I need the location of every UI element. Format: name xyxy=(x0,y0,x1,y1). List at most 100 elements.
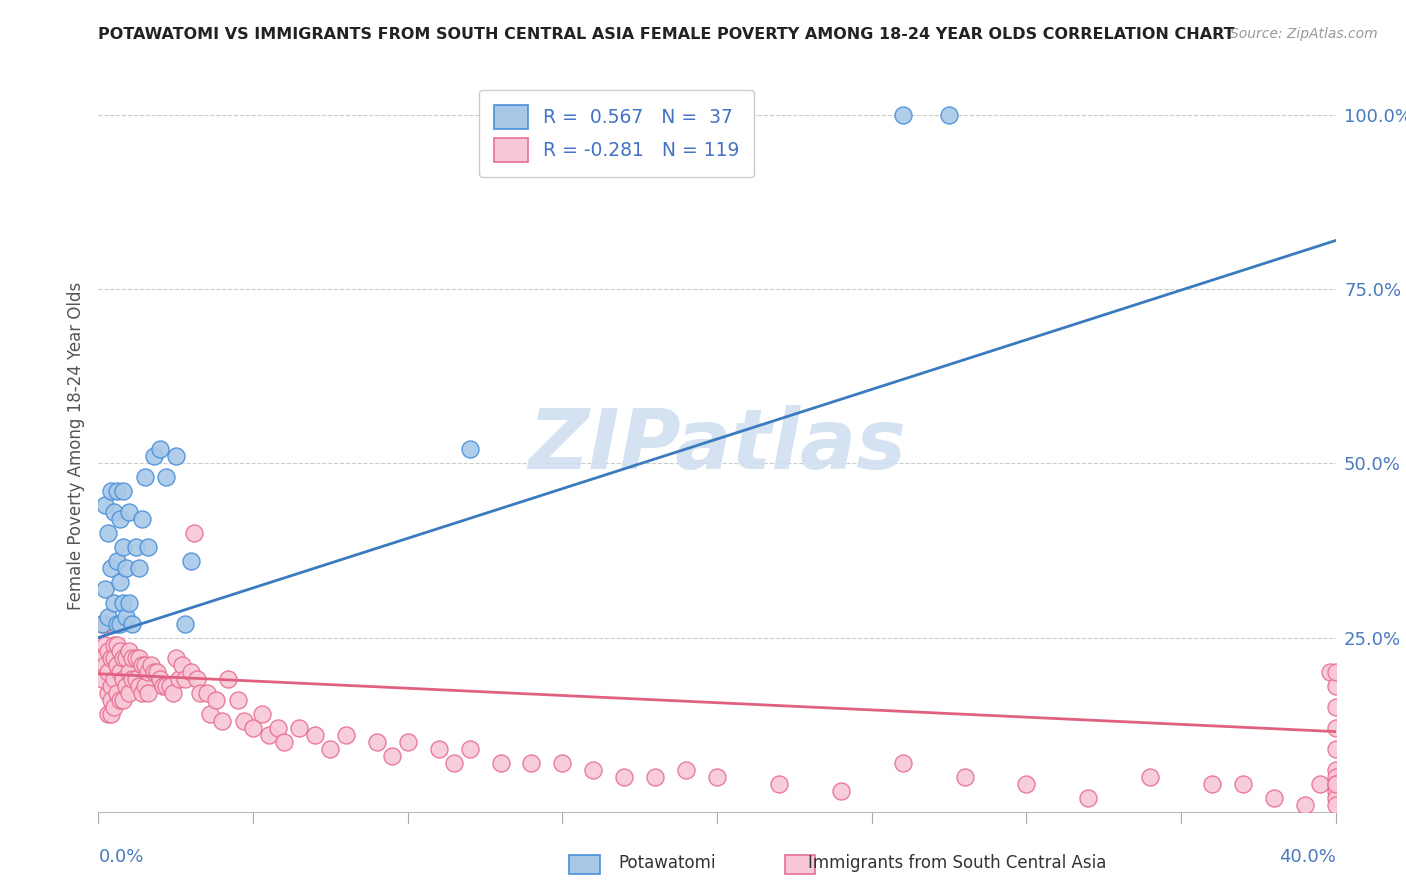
Point xyxy=(288,721,311,735)
Point xyxy=(582,763,605,777)
Point xyxy=(108,693,131,707)
Point xyxy=(112,540,135,554)
Text: Potawatomi: Potawatomi xyxy=(619,855,716,872)
Point xyxy=(118,665,141,680)
Point xyxy=(103,651,125,665)
Point xyxy=(211,714,233,728)
Point xyxy=(381,749,404,764)
Point xyxy=(335,728,357,742)
Point xyxy=(131,686,153,700)
Point xyxy=(103,505,125,519)
Point xyxy=(165,450,187,464)
Point xyxy=(118,644,141,658)
Point xyxy=(90,651,112,665)
Point xyxy=(128,651,150,665)
Point xyxy=(706,770,728,784)
Point xyxy=(93,498,115,512)
Text: POTAWATOMI VS IMMIGRANTS FROM SOUTH CENTRAL ASIA FEMALE POVERTY AMONG 18-24 YEAR: POTAWATOMI VS IMMIGRANTS FROM SOUTH CENT… xyxy=(98,27,1234,42)
Point xyxy=(1324,797,1347,812)
Legend: R =  0.567   N =  37, R = -0.281   N = 119: R = 0.567 N = 37, R = -0.281 N = 119 xyxy=(479,90,754,178)
Point xyxy=(103,596,125,610)
Point xyxy=(891,108,914,122)
Point xyxy=(100,707,122,722)
Point xyxy=(205,693,228,707)
Point xyxy=(155,679,177,693)
Point xyxy=(131,658,153,673)
Point xyxy=(112,596,135,610)
Point xyxy=(159,679,181,693)
Point xyxy=(1324,700,1347,714)
Point xyxy=(232,714,254,728)
Point xyxy=(267,721,290,735)
Point xyxy=(1232,777,1254,791)
Point xyxy=(183,526,205,541)
Point xyxy=(1324,763,1347,777)
Point xyxy=(186,673,208,687)
Point xyxy=(131,512,153,526)
Point xyxy=(174,616,197,631)
Point xyxy=(90,616,112,631)
Point xyxy=(675,763,697,777)
Point xyxy=(124,651,146,665)
Point xyxy=(128,561,150,575)
Point xyxy=(252,707,274,722)
Point xyxy=(136,540,159,554)
Point xyxy=(136,686,159,700)
Point xyxy=(174,673,197,687)
Point xyxy=(1294,797,1316,812)
Point xyxy=(396,735,419,749)
Point xyxy=(319,742,342,756)
Point xyxy=(134,679,156,693)
Point xyxy=(1324,770,1347,784)
Point xyxy=(155,470,177,484)
Point xyxy=(93,658,115,673)
Point xyxy=(149,442,172,457)
Point xyxy=(520,756,543,770)
Point xyxy=(165,651,187,665)
Point xyxy=(100,679,122,693)
Point xyxy=(103,700,125,714)
Point xyxy=(458,742,481,756)
Point xyxy=(124,540,146,554)
Point xyxy=(90,616,112,631)
Point xyxy=(103,673,125,687)
Point xyxy=(100,484,122,499)
Point xyxy=(190,686,212,700)
Point xyxy=(938,108,960,122)
Point xyxy=(97,665,120,680)
Point xyxy=(112,651,135,665)
Point xyxy=(1201,777,1223,791)
Point xyxy=(97,707,120,722)
Text: ZIPatlas: ZIPatlas xyxy=(529,406,905,486)
Point xyxy=(226,693,249,707)
Point xyxy=(162,686,184,700)
Point xyxy=(100,693,122,707)
Point xyxy=(953,770,976,784)
Point xyxy=(100,651,122,665)
Point xyxy=(551,756,574,770)
Point xyxy=(105,658,128,673)
Point xyxy=(1324,742,1347,756)
Point xyxy=(170,658,193,673)
Point xyxy=(121,616,143,631)
Point xyxy=(1319,665,1341,680)
Point xyxy=(115,651,138,665)
Point xyxy=(121,673,143,687)
Point xyxy=(105,484,128,499)
Text: Source: ZipAtlas.com: Source: ZipAtlas.com xyxy=(1230,27,1378,41)
Point xyxy=(1324,679,1347,693)
Point xyxy=(105,554,128,568)
Point xyxy=(1324,777,1347,791)
Point xyxy=(458,442,481,457)
Point xyxy=(1015,777,1038,791)
Point xyxy=(115,561,138,575)
Point xyxy=(97,686,120,700)
Y-axis label: Female Poverty Among 18-24 Year Olds: Female Poverty Among 18-24 Year Olds xyxy=(66,282,84,610)
Point xyxy=(100,561,122,575)
Point xyxy=(195,686,218,700)
Point xyxy=(108,574,131,589)
Point xyxy=(1324,721,1347,735)
Point xyxy=(152,679,174,693)
Point xyxy=(304,728,326,742)
Point xyxy=(489,756,512,770)
